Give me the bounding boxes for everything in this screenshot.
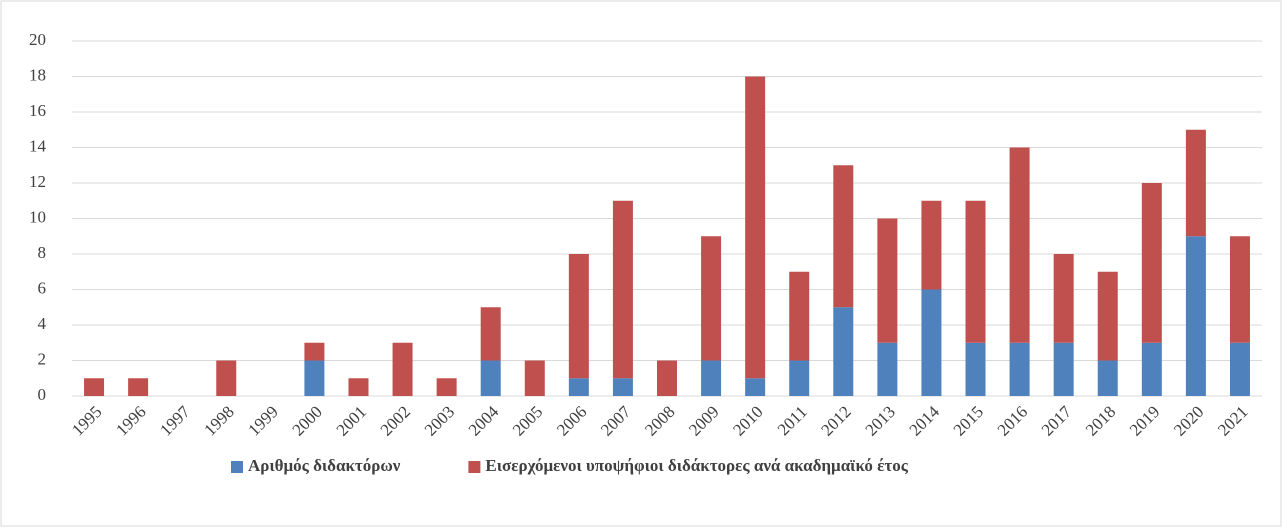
bar-segment [745, 378, 766, 396]
bar-segment [1141, 183, 1162, 343]
bar-segment [612, 378, 633, 396]
legend-label: Αριθμός διδακτόρων [248, 456, 401, 475]
bar-segment [745, 76, 766, 379]
bar-segment [921, 289, 942, 396]
y-tick-label: 18 [29, 65, 46, 84]
bar-segment [657, 360, 677, 396]
bar-segment [84, 378, 105, 396]
y-tick-label: 6 [38, 278, 47, 297]
bar-segment [568, 378, 589, 396]
bar-segment [304, 360, 325, 396]
bar-segment [524, 360, 545, 396]
bar-segment [1185, 236, 1206, 396]
legend-label: Εισερχόμενοι υποψήφιοι διδάκτορες ανά ακ… [485, 456, 908, 475]
bar-segment [128, 378, 149, 396]
bar-segment [1009, 342, 1030, 396]
y-tick-label: 8 [38, 243, 47, 262]
y-tick-label: 20 [29, 30, 46, 49]
bar-segment [965, 342, 986, 396]
bar-segment [1229, 342, 1250, 396]
y-tick-label: 0 [38, 385, 47, 404]
bar-segment [1229, 236, 1250, 343]
bar-segment [877, 342, 898, 396]
bar-segment [1009, 147, 1030, 343]
bar-segment [392, 342, 413, 396]
bar-segment [304, 342, 325, 361]
y-tick-label: 12 [29, 172, 46, 191]
bar-segment [216, 360, 237, 396]
bar-segment [833, 165, 854, 308]
bar-segment [568, 254, 589, 379]
y-tick-label: 14 [29, 136, 47, 155]
bar-segment [701, 236, 722, 361]
bar-segment [789, 360, 810, 396]
bar-segment [921, 200, 942, 290]
bar-segment [877, 218, 898, 343]
y-tick-label: 2 [38, 349, 47, 368]
bar-segment [1185, 129, 1206, 237]
y-tick-label: 10 [29, 207, 46, 226]
bar-segment [1053, 254, 1074, 343]
bar-segment [701, 360, 722, 396]
y-tick-label: 4 [38, 314, 47, 333]
bar-segment [1141, 342, 1162, 396]
bar-segment [1097, 360, 1118, 396]
bar-segment [436, 378, 457, 396]
bar-segment [1053, 342, 1074, 396]
legend-swatch [231, 461, 243, 473]
bar-segment [348, 378, 369, 396]
bar-segment [612, 200, 633, 379]
bar-segment [1097, 271, 1118, 361]
bar-segment [789, 271, 810, 361]
y-tick-label: 16 [29, 101, 46, 120]
bar-segment [480, 360, 501, 396]
bar-segment [480, 307, 501, 361]
bar-segment [833, 307, 854, 396]
legend-swatch [468, 461, 481, 473]
bar-segment [965, 200, 986, 343]
